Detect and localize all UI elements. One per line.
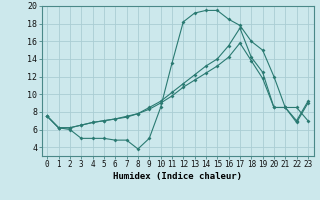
X-axis label: Humidex (Indice chaleur): Humidex (Indice chaleur) <box>113 172 242 181</box>
